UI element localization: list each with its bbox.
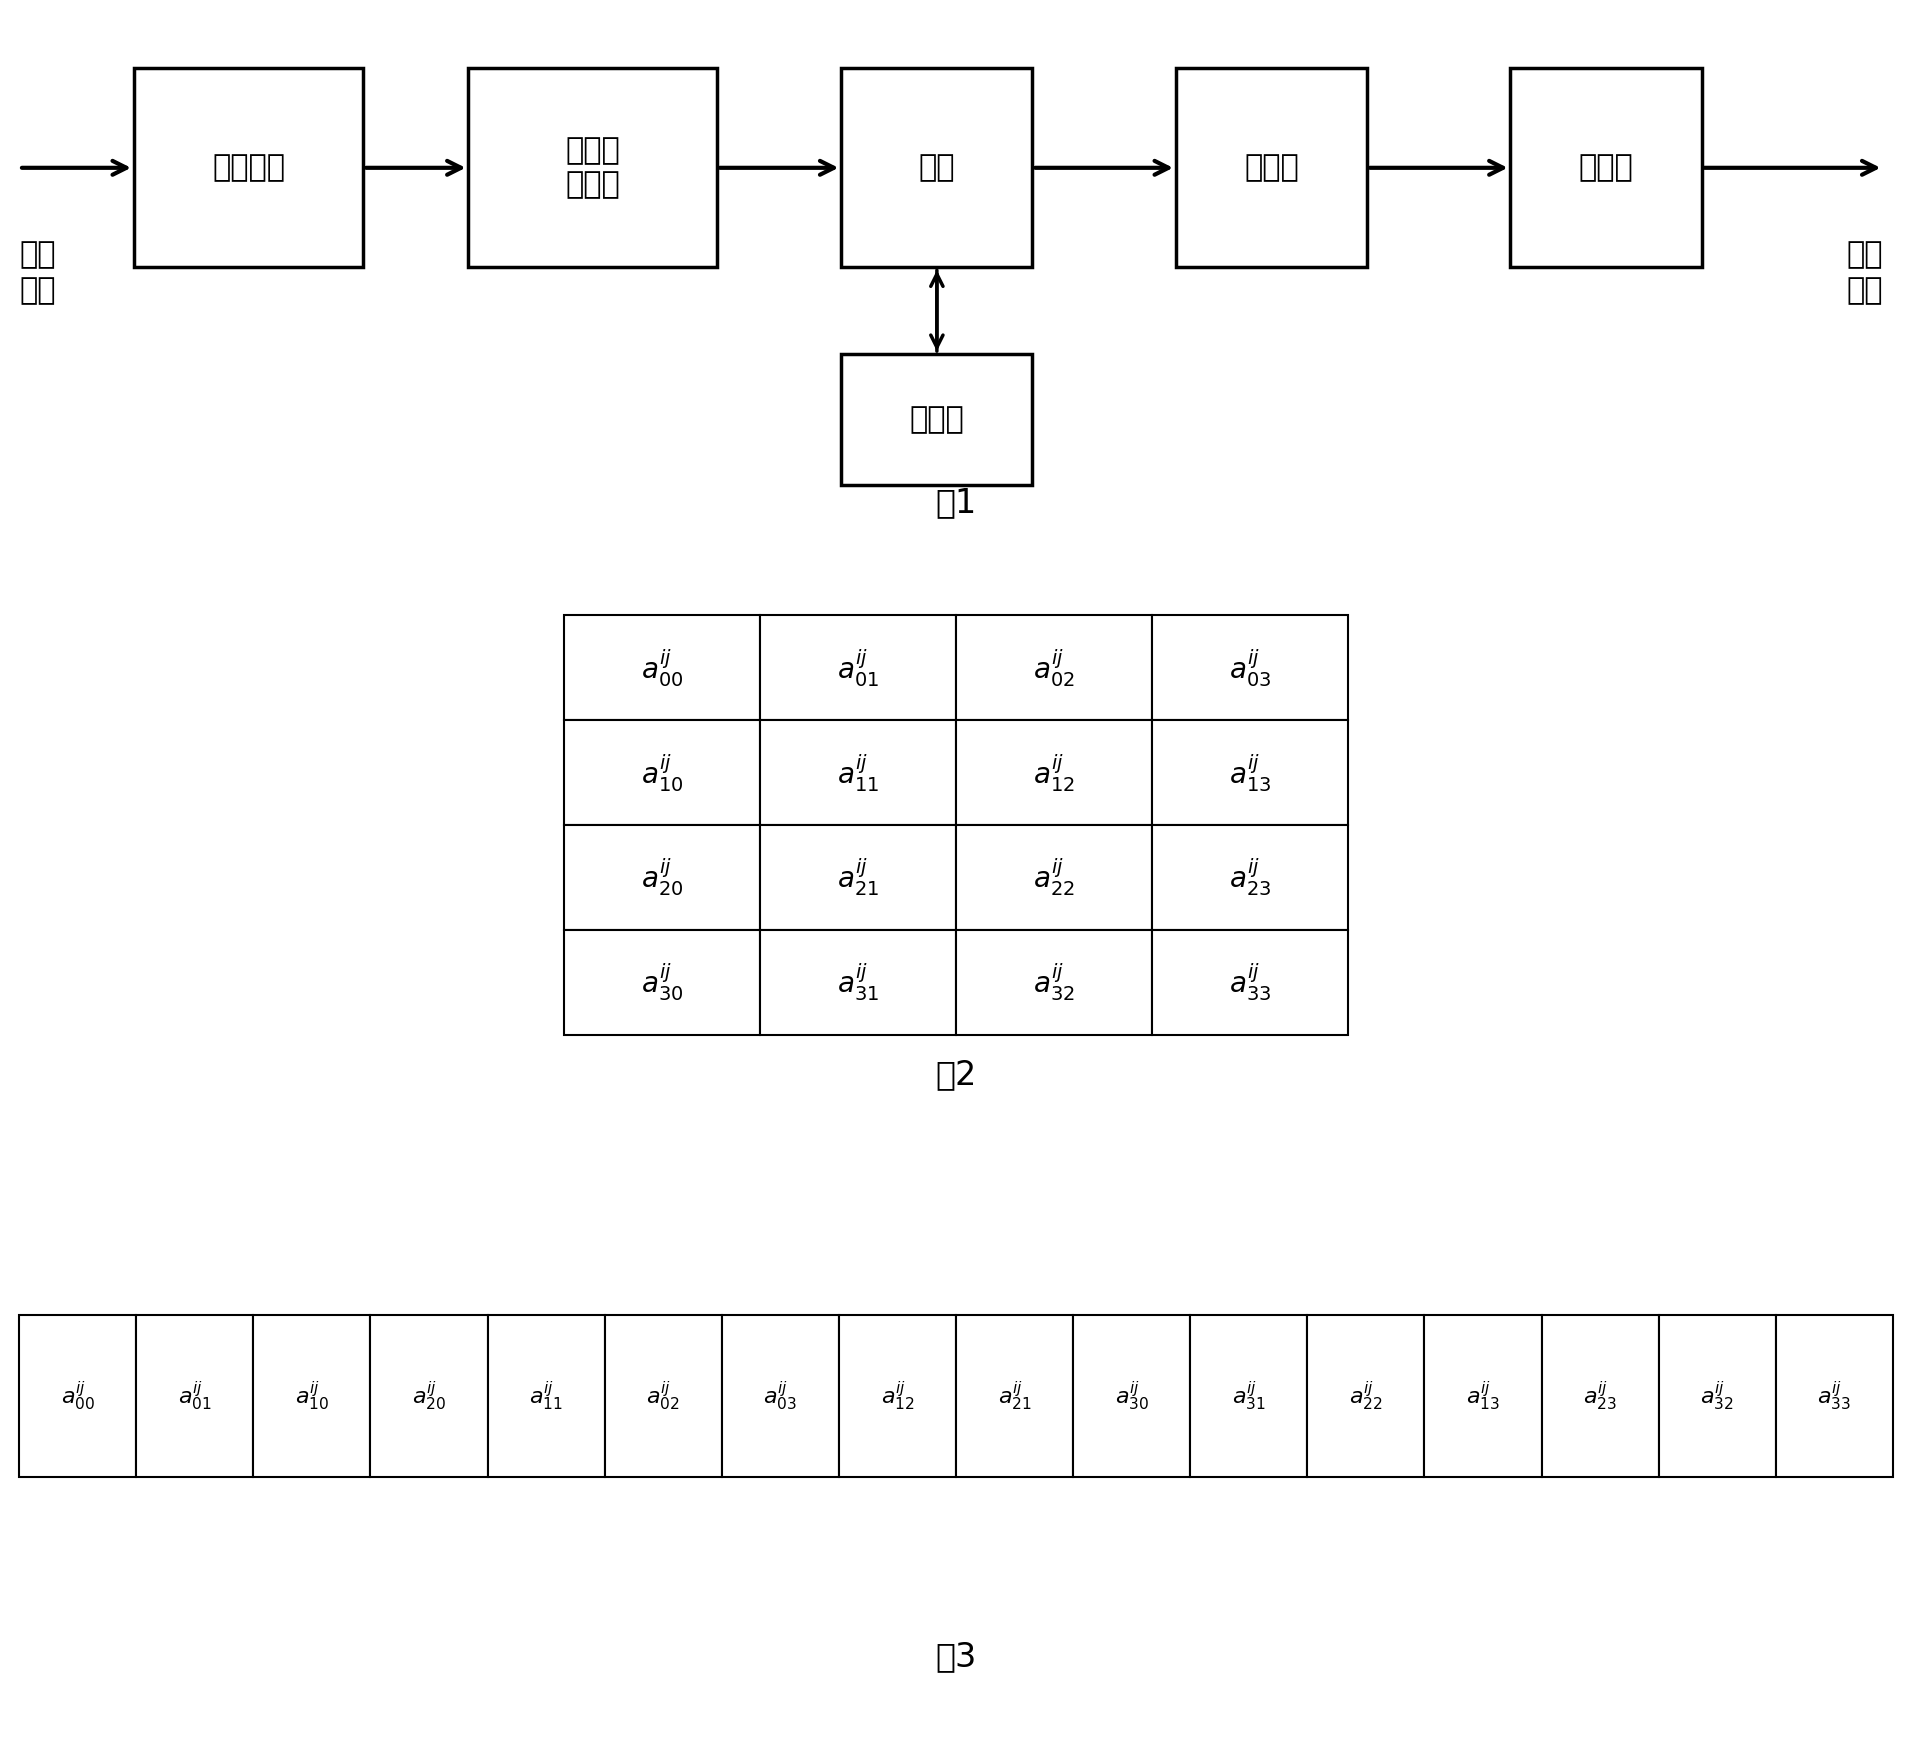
Text: $a^{ij}_{30}$: $a^{ij}_{30}$ xyxy=(641,961,683,1003)
Text: $a^{ij}_{33}$: $a^{ij}_{33}$ xyxy=(1229,961,1271,1003)
Text: $a^{ij}_{11}$: $a^{ij}_{11}$ xyxy=(837,752,880,794)
Text: 宏块分割: 宏块分割 xyxy=(212,154,285,182)
Text: $a^{ij}_{21}$: $a^{ij}_{21}$ xyxy=(837,857,880,898)
Bar xyxy=(252,1314,371,1477)
Text: $a^{ij}_{32}$: $a^{ij}_{32}$ xyxy=(1032,961,1075,1003)
Text: $a^{ij}_{00}$: $a^{ij}_{00}$ xyxy=(641,647,683,689)
Bar xyxy=(488,1314,604,1477)
Text: 原始
图像: 原始 图像 xyxy=(19,239,55,306)
Text: $a^{ij}_{31}$: $a^{ij}_{31}$ xyxy=(837,961,880,1003)
Text: $a^{ij}_{20}$: $a^{ij}_{20}$ xyxy=(411,1379,445,1412)
Bar xyxy=(371,1314,488,1477)
Bar xyxy=(956,720,1151,825)
Text: 重排序: 重排序 xyxy=(1245,154,1298,182)
Bar xyxy=(839,1314,956,1477)
Bar xyxy=(1424,1314,1541,1477)
Text: $a^{ij}_{32}$: $a^{ij}_{32}$ xyxy=(1700,1379,1734,1412)
Bar xyxy=(1776,1314,1893,1477)
Bar xyxy=(759,720,956,825)
Text: 量化表: 量化表 xyxy=(910,406,964,434)
Text: $a^{ij}_{03}$: $a^{ij}_{03}$ xyxy=(1229,647,1271,689)
Bar xyxy=(1541,1314,1658,1477)
Bar xyxy=(759,930,956,1035)
Text: $a^{ij}_{23}$: $a^{ij}_{23}$ xyxy=(1229,857,1271,898)
Text: $a^{ij}_{00}$: $a^{ij}_{00}$ xyxy=(61,1379,96,1412)
Text: $a^{ij}_{13}$: $a^{ij}_{13}$ xyxy=(1467,1379,1501,1412)
Bar xyxy=(1151,825,1348,930)
Text: $a^{ij}_{02}$: $a^{ij}_{02}$ xyxy=(646,1379,681,1412)
Text: $a^{ij}_{20}$: $a^{ij}_{20}$ xyxy=(641,857,683,898)
Bar xyxy=(1151,930,1348,1035)
Text: $a^{ij}_{10}$: $a^{ij}_{10}$ xyxy=(641,752,683,794)
Bar xyxy=(956,930,1151,1035)
Text: $a^{ij}_{22}$: $a^{ij}_{22}$ xyxy=(1350,1379,1382,1412)
Bar xyxy=(1151,615,1348,720)
Bar xyxy=(564,930,759,1035)
Bar xyxy=(956,825,1151,930)
Bar xyxy=(1151,720,1348,825)
Bar xyxy=(759,615,956,720)
Bar xyxy=(841,68,1032,267)
Bar xyxy=(841,355,1032,486)
Text: $a^{ij}_{10}$: $a^{ij}_{10}$ xyxy=(294,1379,329,1412)
Text: $a^{ij}_{23}$: $a^{ij}_{23}$ xyxy=(1583,1379,1618,1412)
Bar xyxy=(136,1314,252,1477)
Text: 图1: 图1 xyxy=(935,486,977,519)
Text: $a^{ij}_{21}$: $a^{ij}_{21}$ xyxy=(998,1379,1031,1412)
Bar xyxy=(956,1314,1073,1477)
Bar xyxy=(604,1314,723,1477)
Text: $a^{ij}_{33}$: $a^{ij}_{33}$ xyxy=(1816,1379,1851,1412)
Text: $a^{ij}_{12}$: $a^{ij}_{12}$ xyxy=(881,1379,914,1412)
Text: $a^{ij}_{02}$: $a^{ij}_{02}$ xyxy=(1032,647,1075,689)
Text: $a^{ij}_{30}$: $a^{ij}_{30}$ xyxy=(1115,1379,1149,1412)
Text: 量化: 量化 xyxy=(918,154,956,182)
Bar xyxy=(721,1314,839,1477)
Bar xyxy=(1073,1314,1189,1477)
Bar xyxy=(1189,1314,1308,1477)
Bar xyxy=(1176,68,1367,267)
Bar xyxy=(564,825,759,930)
Text: 图2: 图2 xyxy=(935,1058,977,1091)
Bar xyxy=(564,615,759,720)
Text: $a^{ij}_{01}$: $a^{ij}_{01}$ xyxy=(837,647,880,689)
Bar xyxy=(759,825,956,930)
Bar xyxy=(564,720,759,825)
Bar xyxy=(134,68,363,267)
Bar xyxy=(1308,1314,1424,1477)
Bar xyxy=(468,68,717,267)
Text: $a^{ij}_{13}$: $a^{ij}_{13}$ xyxy=(1229,752,1271,794)
Text: 编码
图像: 编码 图像 xyxy=(1847,239,1883,306)
Bar xyxy=(1510,68,1702,267)
Text: $a^{ij}_{03}$: $a^{ij}_{03}$ xyxy=(763,1379,797,1412)
Text: 离散余
弦变换: 离散余 弦变换 xyxy=(566,136,619,199)
Text: $a^{ij}_{11}$: $a^{ij}_{11}$ xyxy=(530,1379,562,1412)
Text: 图3: 图3 xyxy=(935,1640,977,1673)
Bar xyxy=(956,615,1151,720)
Text: 熵编码: 熵编码 xyxy=(1579,154,1633,182)
Bar xyxy=(19,1314,136,1477)
Text: $a^{ij}_{12}$: $a^{ij}_{12}$ xyxy=(1032,752,1075,794)
Text: $a^{ij}_{01}$: $a^{ij}_{01}$ xyxy=(178,1379,212,1412)
Bar xyxy=(1658,1314,1776,1477)
Text: $a^{ij}_{22}$: $a^{ij}_{22}$ xyxy=(1032,857,1075,898)
Text: $a^{ij}_{31}$: $a^{ij}_{31}$ xyxy=(1231,1379,1266,1412)
